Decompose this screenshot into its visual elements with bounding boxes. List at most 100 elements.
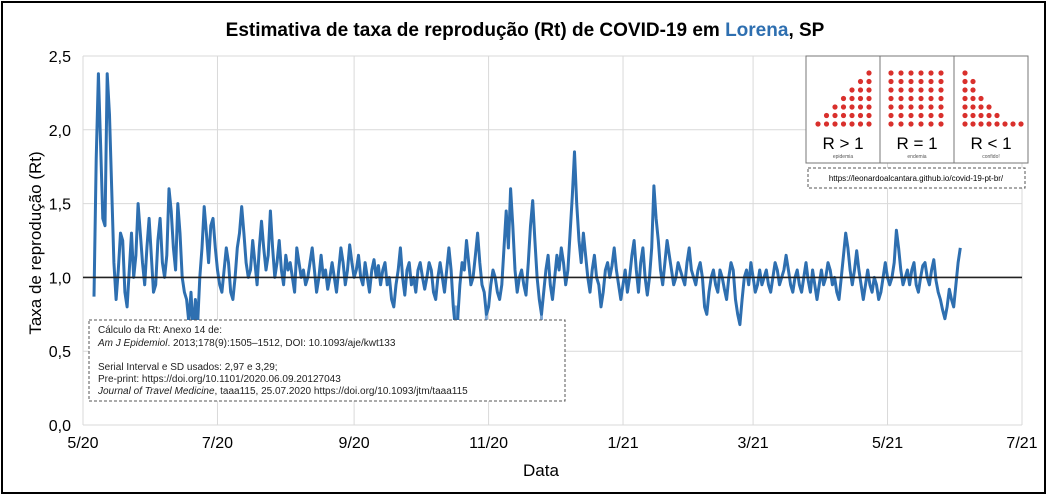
inset-dot xyxy=(866,78,872,85)
inset-dot xyxy=(866,104,872,110)
inset-dot xyxy=(970,104,976,110)
inset-dot xyxy=(986,121,992,127)
y-tick-label: 0,5 xyxy=(49,344,71,361)
inset-dot xyxy=(832,104,838,110)
inset-dot xyxy=(840,121,847,127)
inset-dot xyxy=(928,70,934,76)
inset-dot xyxy=(978,121,984,127)
inset-dot xyxy=(938,70,944,76)
inset-dot xyxy=(928,121,934,127)
x-axis-label: Data xyxy=(523,461,559,480)
y-tick-label: 1,0 xyxy=(49,270,71,287)
inset-dot xyxy=(928,78,934,85)
x-tick-label: 3/21 xyxy=(738,435,769,452)
inset-dot xyxy=(823,112,830,119)
note-line-1: Cálculo da Rt: Anexo 14 de: xyxy=(98,325,222,336)
inset-url: https://leonardoalcantara.github.io/covi… xyxy=(829,174,1004,183)
inset-dot xyxy=(908,121,914,127)
inset-dot xyxy=(857,112,864,119)
inset-dot xyxy=(866,95,872,102)
inset-dot xyxy=(962,78,968,85)
inset-dot xyxy=(970,87,976,93)
rt-chart: Estimativa de taxa de reprodução (Rt) de… xyxy=(26,20,1038,480)
inset-dot xyxy=(918,104,924,110)
inset-dot xyxy=(994,112,1000,119)
inset-dots xyxy=(815,70,1024,127)
x-tick-label: 7/21 xyxy=(1006,435,1037,452)
inset-dot xyxy=(898,70,904,76)
x-tick-labels: 5/20 7/20 9/20 11/20 1/21 3/21 5/21 7/21 xyxy=(67,435,1037,452)
inset-dot xyxy=(1018,121,1024,127)
inset-dot xyxy=(898,78,904,85)
inset-dot xyxy=(962,104,968,110)
inset-dot xyxy=(849,104,855,110)
inset-dot xyxy=(938,95,944,102)
inset-caption-2: endemia xyxy=(907,154,926,160)
inset-dot xyxy=(888,70,894,76)
inset-dot xyxy=(866,112,872,119)
y-tick-label: 1,5 xyxy=(49,197,71,214)
inset-dot xyxy=(970,78,976,85)
inset-dot xyxy=(857,104,864,110)
inset-dot xyxy=(898,95,904,102)
x-tick-label: 5/20 xyxy=(67,435,98,452)
inset-dot xyxy=(832,121,838,127)
inset-label-r-less: R < 1 xyxy=(970,134,1011,153)
inset-dot xyxy=(918,78,924,85)
inset-dot xyxy=(832,112,838,119)
inset-dot xyxy=(962,121,968,127)
inset-dot xyxy=(898,87,904,93)
chart-title: Estimativa de taxa de reprodução (Rt) de… xyxy=(226,20,825,41)
inset-dot xyxy=(857,95,864,102)
inset-dot xyxy=(918,70,924,76)
inset-dot xyxy=(857,87,864,93)
inset-dot xyxy=(888,87,894,93)
y-tick-labels: 0,0 0,5 1,0 1,5 2,0 2,5 xyxy=(49,49,71,435)
y-tick-label: 2,5 xyxy=(49,49,71,66)
inset-dot xyxy=(970,95,976,102)
x-tick-label: 11/20 xyxy=(469,435,508,452)
inset-dot xyxy=(840,112,847,119)
inset-dot xyxy=(986,112,992,119)
inset-dot xyxy=(849,121,855,127)
note-line-4: Pre-print: https://doi.org/10.1101/2020.… xyxy=(98,374,341,385)
inset-dot xyxy=(898,112,904,119)
inset-dot xyxy=(849,87,855,93)
inset-dot xyxy=(962,95,968,102)
inset-dot xyxy=(962,112,968,119)
inset-label-r-equal: R = 1 xyxy=(896,134,937,153)
inset-dot xyxy=(938,112,944,119)
inset-caption-3: confido! xyxy=(982,154,1000,160)
x-tick-label: 9/20 xyxy=(339,435,370,452)
x-tick-label: 1/21 xyxy=(607,435,638,452)
inset-dot xyxy=(928,95,934,102)
inset-dot xyxy=(994,121,1000,127)
inset-dot xyxy=(978,95,984,102)
inset-dot xyxy=(908,104,914,110)
r-inset-illustration: R > 1 R = 1 R < 1 epidemia endemia confi… xyxy=(805,55,1029,189)
inset-dot xyxy=(938,87,944,93)
inset-dot xyxy=(962,87,968,93)
inset-dot xyxy=(888,112,894,119)
note-line-3: Serial Interval e SD usados: 2,97 e 3,29… xyxy=(98,362,278,373)
inset-dot xyxy=(849,112,855,119)
inset-dot xyxy=(888,121,894,127)
inset-dot xyxy=(938,78,944,85)
inset-dot xyxy=(898,104,904,110)
inset-dot xyxy=(866,121,872,127)
x-tick-label: 5/21 xyxy=(872,435,903,452)
note-box: Cálculo da Rt: Anexo 14 de: Am J Epidemi… xyxy=(88,319,566,402)
inset-dot xyxy=(849,95,855,102)
inset-dot xyxy=(928,87,934,93)
inset-dot xyxy=(840,95,847,102)
inset-dot xyxy=(1010,121,1016,127)
inset-dot xyxy=(928,104,934,110)
inset-dot xyxy=(823,121,830,127)
inset-dot xyxy=(857,121,864,127)
inset-dot xyxy=(938,121,944,127)
inset-dot xyxy=(908,112,914,119)
inset-dot xyxy=(840,104,847,110)
inset-dot xyxy=(866,87,872,93)
inset-dot xyxy=(970,112,976,119)
